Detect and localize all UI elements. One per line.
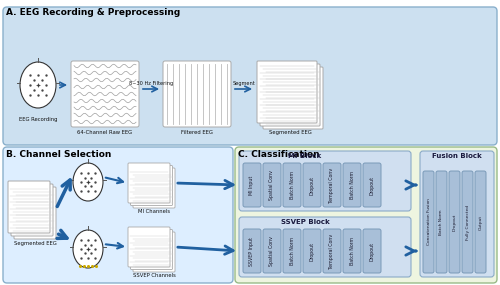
Text: Batch Norm: Batch Norm (350, 237, 354, 265)
Text: Batch Norm: Batch Norm (290, 171, 294, 199)
Text: Batch Norm: Batch Norm (290, 237, 294, 265)
FancyBboxPatch shape (3, 147, 233, 283)
Text: Dropout: Dropout (452, 213, 456, 231)
FancyBboxPatch shape (323, 163, 341, 207)
Text: Batch Norm: Batch Norm (350, 171, 354, 199)
Text: Batch Norm: Batch Norm (440, 209, 444, 235)
FancyBboxPatch shape (130, 166, 172, 205)
Text: Concatenation Fusion: Concatenation Fusion (426, 199, 430, 245)
Ellipse shape (73, 163, 103, 201)
Text: MI Block: MI Block (288, 153, 322, 159)
Text: A. EEG Recording & Preprocessing: A. EEG Recording & Preprocessing (6, 8, 180, 17)
FancyBboxPatch shape (263, 229, 281, 273)
Text: Dropout: Dropout (370, 176, 374, 195)
Text: Output: Output (478, 214, 482, 229)
FancyBboxPatch shape (243, 163, 261, 207)
Text: B. Channel Selection: B. Channel Selection (6, 150, 112, 159)
FancyBboxPatch shape (423, 171, 434, 273)
FancyBboxPatch shape (235, 147, 497, 283)
FancyBboxPatch shape (323, 229, 341, 273)
Text: MI Input: MI Input (250, 175, 254, 195)
Text: Segment: Segment (232, 81, 256, 86)
Text: SSVEP Channels: SSVEP Channels (132, 273, 176, 278)
Text: Fusion Block: Fusion Block (432, 153, 482, 159)
FancyBboxPatch shape (260, 64, 320, 126)
FancyBboxPatch shape (283, 229, 301, 273)
Text: Dropout: Dropout (370, 241, 374, 260)
FancyBboxPatch shape (283, 163, 301, 207)
FancyBboxPatch shape (303, 163, 321, 207)
FancyBboxPatch shape (71, 61, 139, 127)
Text: SSVEP Input: SSVEP Input (250, 237, 254, 266)
Text: MI Channels: MI Channels (138, 209, 170, 214)
FancyBboxPatch shape (133, 168, 175, 208)
FancyBboxPatch shape (239, 217, 411, 277)
FancyBboxPatch shape (3, 7, 497, 145)
Text: 64-Channel Raw EEG: 64-Channel Raw EEG (78, 130, 132, 135)
FancyBboxPatch shape (263, 163, 281, 207)
Text: Dropout: Dropout (310, 241, 314, 260)
Text: Filtered EEG: Filtered EEG (181, 130, 213, 135)
Text: 8~30 Hz Filtering: 8~30 Hz Filtering (129, 81, 173, 86)
FancyBboxPatch shape (14, 187, 56, 239)
Text: Spatial Conv: Spatial Conv (270, 170, 274, 200)
FancyBboxPatch shape (239, 151, 411, 211)
FancyBboxPatch shape (343, 163, 361, 207)
Text: Spatial Conv: Spatial Conv (270, 236, 274, 266)
Text: Temporal Conv: Temporal Conv (330, 167, 334, 203)
FancyBboxPatch shape (263, 67, 323, 129)
FancyBboxPatch shape (303, 229, 321, 273)
FancyBboxPatch shape (462, 171, 473, 273)
Text: Segmented EEG: Segmented EEG (14, 241, 56, 246)
FancyBboxPatch shape (343, 229, 361, 273)
Text: Segmented EEG: Segmented EEG (268, 130, 312, 135)
FancyBboxPatch shape (243, 229, 261, 273)
Text: Temporal Conv: Temporal Conv (330, 233, 334, 268)
FancyBboxPatch shape (436, 171, 447, 273)
Ellipse shape (73, 230, 103, 268)
Text: C. Classification: C. Classification (238, 150, 320, 159)
FancyBboxPatch shape (449, 171, 460, 273)
FancyBboxPatch shape (257, 61, 317, 123)
Ellipse shape (20, 62, 56, 108)
FancyBboxPatch shape (8, 181, 50, 233)
Text: Dropout: Dropout (310, 176, 314, 195)
Text: Fully Connected: Fully Connected (466, 204, 469, 240)
FancyBboxPatch shape (128, 163, 170, 203)
Text: EEG Recording: EEG Recording (19, 117, 57, 122)
FancyBboxPatch shape (363, 229, 381, 273)
FancyBboxPatch shape (163, 61, 231, 127)
FancyBboxPatch shape (363, 163, 381, 207)
FancyBboxPatch shape (133, 232, 175, 272)
Text: SSVEP Block: SSVEP Block (280, 219, 330, 225)
FancyBboxPatch shape (475, 171, 486, 273)
FancyBboxPatch shape (130, 229, 172, 270)
FancyBboxPatch shape (11, 184, 53, 236)
FancyBboxPatch shape (128, 227, 170, 267)
FancyBboxPatch shape (420, 151, 494, 277)
